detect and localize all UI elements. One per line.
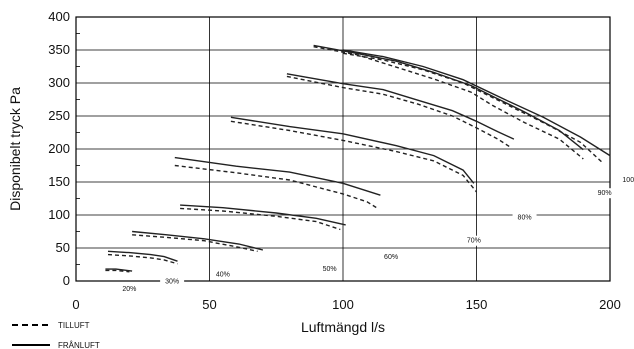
y-axis-title: Disponibelt tryck Pa [7, 87, 23, 211]
x-tick-label-150: 150 [466, 297, 488, 312]
curves [105, 44, 611, 273]
percent-label-bg-70pct [461, 235, 486, 246]
curve-franluft-70pct [230, 116, 475, 184]
percent-label-bg-50pct [317, 264, 342, 275]
percent-label-bg-100pct [619, 175, 634, 185]
curve-franluft-90pct [313, 44, 584, 151]
percent-label-bg-90pct [592, 188, 617, 199]
curve-tilluft-80pct [286, 75, 512, 149]
curve-tilluft-50pct [180, 207, 341, 231]
percent-label-bg-60pct [379, 252, 404, 263]
x-axis-title: Luftmängd l/s [301, 319, 385, 335]
curve-franluft-30pct [107, 250, 178, 262]
percent-label-40pct: 40% [216, 271, 230, 278]
curve-tilluft-40pct [132, 234, 258, 252]
curve-franluft-50pct [180, 204, 346, 226]
legend-tilluft-label: TILLUFT [58, 321, 90, 330]
curve-franluft-60pct [174, 156, 381, 196]
percent-label-70pct: 70% [467, 238, 481, 245]
y-tick-label-150: 150 [48, 174, 70, 189]
grid [75, 16, 611, 282]
x-tick-label-50: 50 [202, 297, 216, 312]
x-tick-label-0: 0 [72, 297, 79, 312]
percent-label-100pct: 100% [622, 177, 634, 184]
curve-franluft-40pct [132, 230, 264, 251]
percent-label-90pct: 90% [598, 190, 612, 197]
curve-franluft-80pct [286, 73, 515, 140]
y-tick-label-50: 50 [56, 240, 70, 255]
percent-label-bg-20pct [117, 283, 142, 294]
plot-frame [75, 16, 611, 282]
curve-tilluft-60pct [174, 164, 379, 209]
percent-label-30pct: 30% [165, 279, 179, 286]
y-tick-label-350: 350 [48, 42, 70, 57]
percent-labels: 20% 30% 40% 50% 60% 70% 80% 90% 100% [117, 175, 634, 294]
percent-label-20pct: 20% [122, 286, 136, 293]
tick-labels: 0 50 100 150 200 250 300 350 400 0 50 100 150 200 [48, 9, 621, 312]
percent-label-60pct: 60% [384, 254, 398, 261]
y-tick-label-100: 100 [48, 207, 70, 222]
percent-label-bg-30pct [160, 276, 185, 287]
percent-label-bg-40pct [210, 269, 235, 280]
percent-label-50pct: 50% [323, 266, 337, 273]
percent-label-80pct: 80% [518, 215, 532, 222]
y-tick-label-0: 0 [63, 273, 70, 288]
y-tick-label-200: 200 [48, 141, 70, 156]
y-tick-label-400: 400 [48, 9, 70, 24]
y-tick-label-300: 300 [48, 75, 70, 90]
curve-franluft-100pct [342, 49, 611, 157]
y-tick-label-250: 250 [48, 108, 70, 123]
curve-tilluft-20pct [105, 269, 130, 273]
legend: TILLUFT FRÅNLUFT [12, 321, 100, 349]
x-tick-label-200: 200 [599, 297, 621, 312]
legend-franluft-label: FRÅNLUFT [58, 341, 100, 349]
curve-tilluft-100pct [342, 52, 603, 163]
percent-label-bg-80pct [512, 212, 537, 223]
curve-tilluft-30pct [107, 253, 178, 265]
x-tick-label-100: 100 [332, 297, 354, 312]
curve-franluft-20pct [105, 268, 133, 272]
curve-tilluft-90pct [313, 46, 584, 160]
curve-tilluft-70pct [230, 120, 478, 193]
